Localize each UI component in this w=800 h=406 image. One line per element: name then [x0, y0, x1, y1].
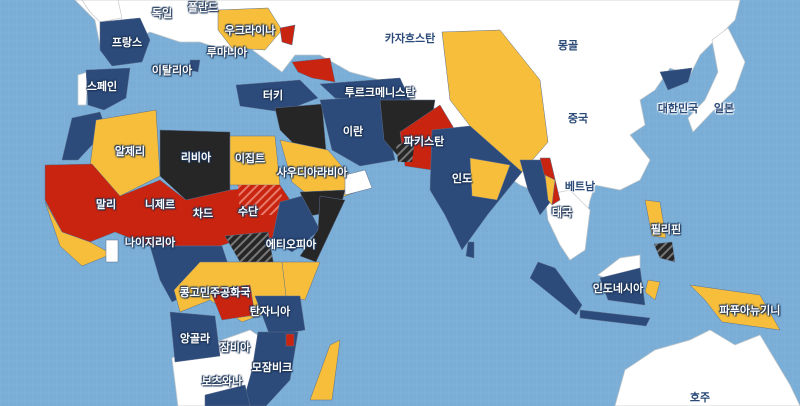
country-kenya[interactable] — [281, 261, 321, 301]
label-kazakhstan[interactable]: 카자흐스탄 — [384, 32, 436, 45]
label-sudan[interactable]: 수단 — [237, 205, 259, 218]
country-mindanao[interactable] — [653, 241, 676, 263]
country-south-africa[interactable] — [204, 384, 251, 406]
country-sumatra[interactable] — [529, 261, 583, 316]
label-italy[interactable]: 이탈리아 — [151, 64, 193, 77]
country-spain[interactable] — [85, 67, 131, 111]
country-india-east[interactable] — [469, 157, 511, 201]
label-indonesia[interactable]: 인도네시아 — [592, 282, 644, 295]
country-madagascar[interactable] — [309, 339, 341, 401]
country-malawi[interactable] — [285, 333, 295, 347]
country-borneo-indonesia[interactable] — [599, 267, 646, 306]
label-iran[interactable]: 이란 — [342, 125, 364, 138]
label-ethiopia[interactable]: 에티오피아 — [265, 238, 317, 251]
label-algeria[interactable]: 알제리 — [114, 145, 146, 158]
label-poland[interactable]: 폴란드 — [187, 1, 219, 14]
label-botswana[interactable]: 보츠와나 — [201, 375, 243, 388]
label-spain[interactable]: 스페인 — [86, 80, 118, 93]
label-ukraine[interactable]: 우크라이나 — [224, 24, 276, 37]
country-russia-border[interactable] — [279, 24, 296, 46]
country-mozambique[interactable] — [241, 331, 299, 406]
country-tanzania[interactable] — [254, 295, 306, 337]
label-mali[interactable]: 말리 — [95, 198, 117, 211]
label-south-korea[interactable]: 대한민국 — [657, 102, 699, 115]
uk-landmass — [81, 0, 123, 23]
country-oman[interactable] — [344, 169, 373, 196]
country-caucasus[interactable] — [291, 57, 336, 83]
label-papua-new-guinea[interactable]: 파푸아뉴기니 — [719, 304, 781, 317]
country-ghana[interactable] — [105, 239, 119, 263]
country-srilanka[interactable] — [465, 241, 475, 259]
label-libya[interactable]: 리비아 — [180, 151, 212, 164]
country-somalia[interactable] — [299, 195, 346, 263]
label-nigeria[interactable]: 나이지리아 — [124, 236, 176, 249]
label-saudi-arabia[interactable]: 사우디아라비아 — [276, 166, 348, 179]
label-tanzania[interactable]: 탄자니아 — [249, 305, 291, 318]
country-turkey[interactable] — [235, 79, 319, 113]
label-thailand[interactable]: 태국 — [551, 206, 573, 219]
country-sulawesi[interactable] — [644, 279, 661, 301]
label-germany[interactable]: 독일 — [151, 7, 173, 20]
label-egypt[interactable]: 이집트 — [234, 152, 266, 165]
country-algeria[interactable] — [89, 109, 161, 197]
label-mongolia[interactable]: 몽골 — [557, 39, 579, 52]
label-japan[interactable]: 일본 — [713, 102, 735, 115]
label-mozambique[interactable]: 모잠비크 — [251, 361, 293, 374]
indochina-landmass — [544, 189, 591, 261]
region-sudan-hatched[interactable] — [238, 185, 285, 215]
country-philippines[interactable] — [644, 199, 667, 239]
country-north-korea[interactable] — [659, 67, 693, 91]
country-france[interactable] — [99, 17, 151, 67]
label-turkmenistan[interactable]: 투르크메니스탄 — [344, 86, 416, 99]
portugal-landmass — [77, 71, 89, 106]
label-angola[interactable]: 앙골라 — [179, 332, 211, 345]
label-india[interactable]: 인도 — [451, 172, 473, 185]
label-china[interactable]: 중국 — [567, 112, 589, 125]
label-niger[interactable]: 니제르 — [144, 198, 176, 211]
region-pakistan-afghan-hatched[interactable] — [396, 140, 415, 162]
label-australia[interactable]: 호주 — [689, 391, 711, 404]
label-philippines[interactable]: 필리핀 — [650, 223, 682, 236]
country-iran[interactable] — [319, 95, 396, 167]
country-china-west[interactable] — [441, 29, 549, 173]
label-romania[interactable]: 루마니아 — [206, 46, 248, 59]
label-zambia[interactable]: 잠비아 — [219, 341, 251, 354]
label-chad[interactable]: 차드 — [192, 207, 214, 220]
japan-landmass — [687, 27, 746, 133]
country-ukraine[interactable] — [217, 7, 283, 51]
australia-landmass — [614, 329, 800, 406]
label-turkey[interactable]: 터키 — [262, 89, 284, 102]
country-thailand[interactable] — [544, 174, 556, 206]
region-drc-red[interactable] — [209, 284, 256, 321]
country-morocco[interactable] — [61, 111, 107, 161]
label-pakistan[interactable]: 파키스탄 — [403, 135, 445, 148]
label-drc[interactable]: 콩고민주공화국 — [179, 286, 251, 299]
country-angola[interactable] — [169, 311, 221, 363]
country-java[interactable] — [579, 309, 651, 327]
label-france[interactable]: 프랑스 — [111, 36, 143, 49]
label-vietnam[interactable]: 베트남 — [564, 180, 596, 193]
country-ethiopia[interactable] — [271, 195, 321, 253]
country-papua[interactable] — [689, 284, 781, 331]
country-bosnia[interactable] — [189, 59, 201, 73]
